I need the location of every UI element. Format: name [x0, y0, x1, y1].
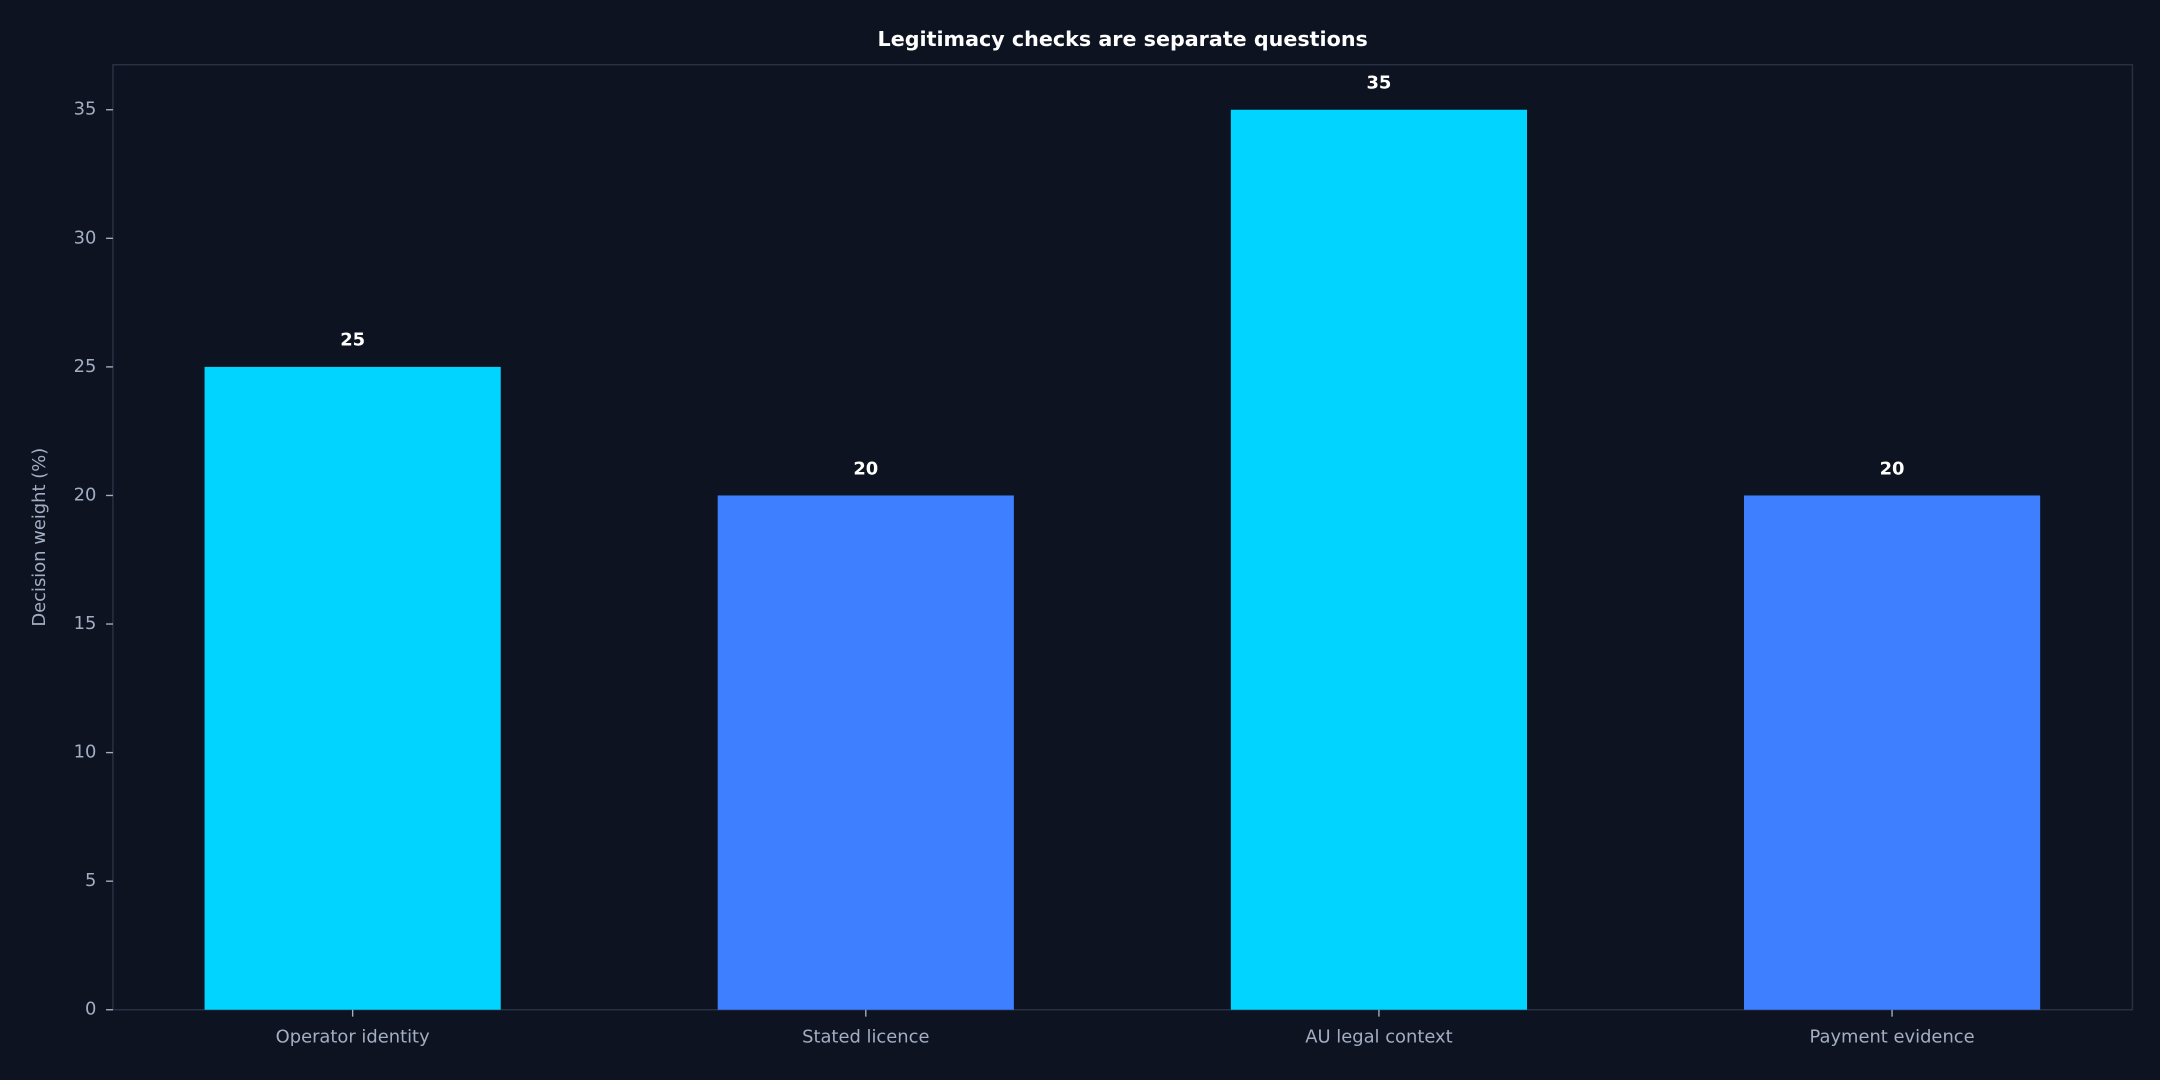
- bar: [717, 495, 1014, 1010]
- bar: [204, 366, 501, 1010]
- x-tick-label: AU legal context: [1305, 1026, 1452, 1047]
- value-label: 35: [1366, 73, 1391, 94]
- value-label: 20: [1880, 458, 1905, 479]
- value-label: 20: [853, 458, 878, 479]
- y-tick-label: 0: [85, 999, 96, 1020]
- y-tick-label: 25: [74, 356, 97, 377]
- x-tick-label: Operator identity: [276, 1026, 430, 1047]
- y-axis-label: Decision weight (%): [29, 448, 50, 627]
- bar: [1230, 109, 1528, 1010]
- y-tick-label: 30: [74, 227, 97, 248]
- y-tick-label: 10: [74, 742, 97, 763]
- y-tick-label: 5: [85, 870, 96, 891]
- chart-title: Legitimacy checks are separate questions: [878, 27, 1368, 51]
- x-tick-label: Stated licence: [802, 1026, 929, 1047]
- value-label: 25: [340, 330, 365, 351]
- plot-frame: [112, 64, 2134, 1011]
- y-tick-label: 20: [74, 484, 97, 505]
- y-tick-label: 15: [74, 613, 97, 634]
- x-tick-label: Payment evidence: [1810, 1026, 1975, 1047]
- y-tick-label: 35: [74, 99, 97, 120]
- bar: [1743, 495, 2041, 1010]
